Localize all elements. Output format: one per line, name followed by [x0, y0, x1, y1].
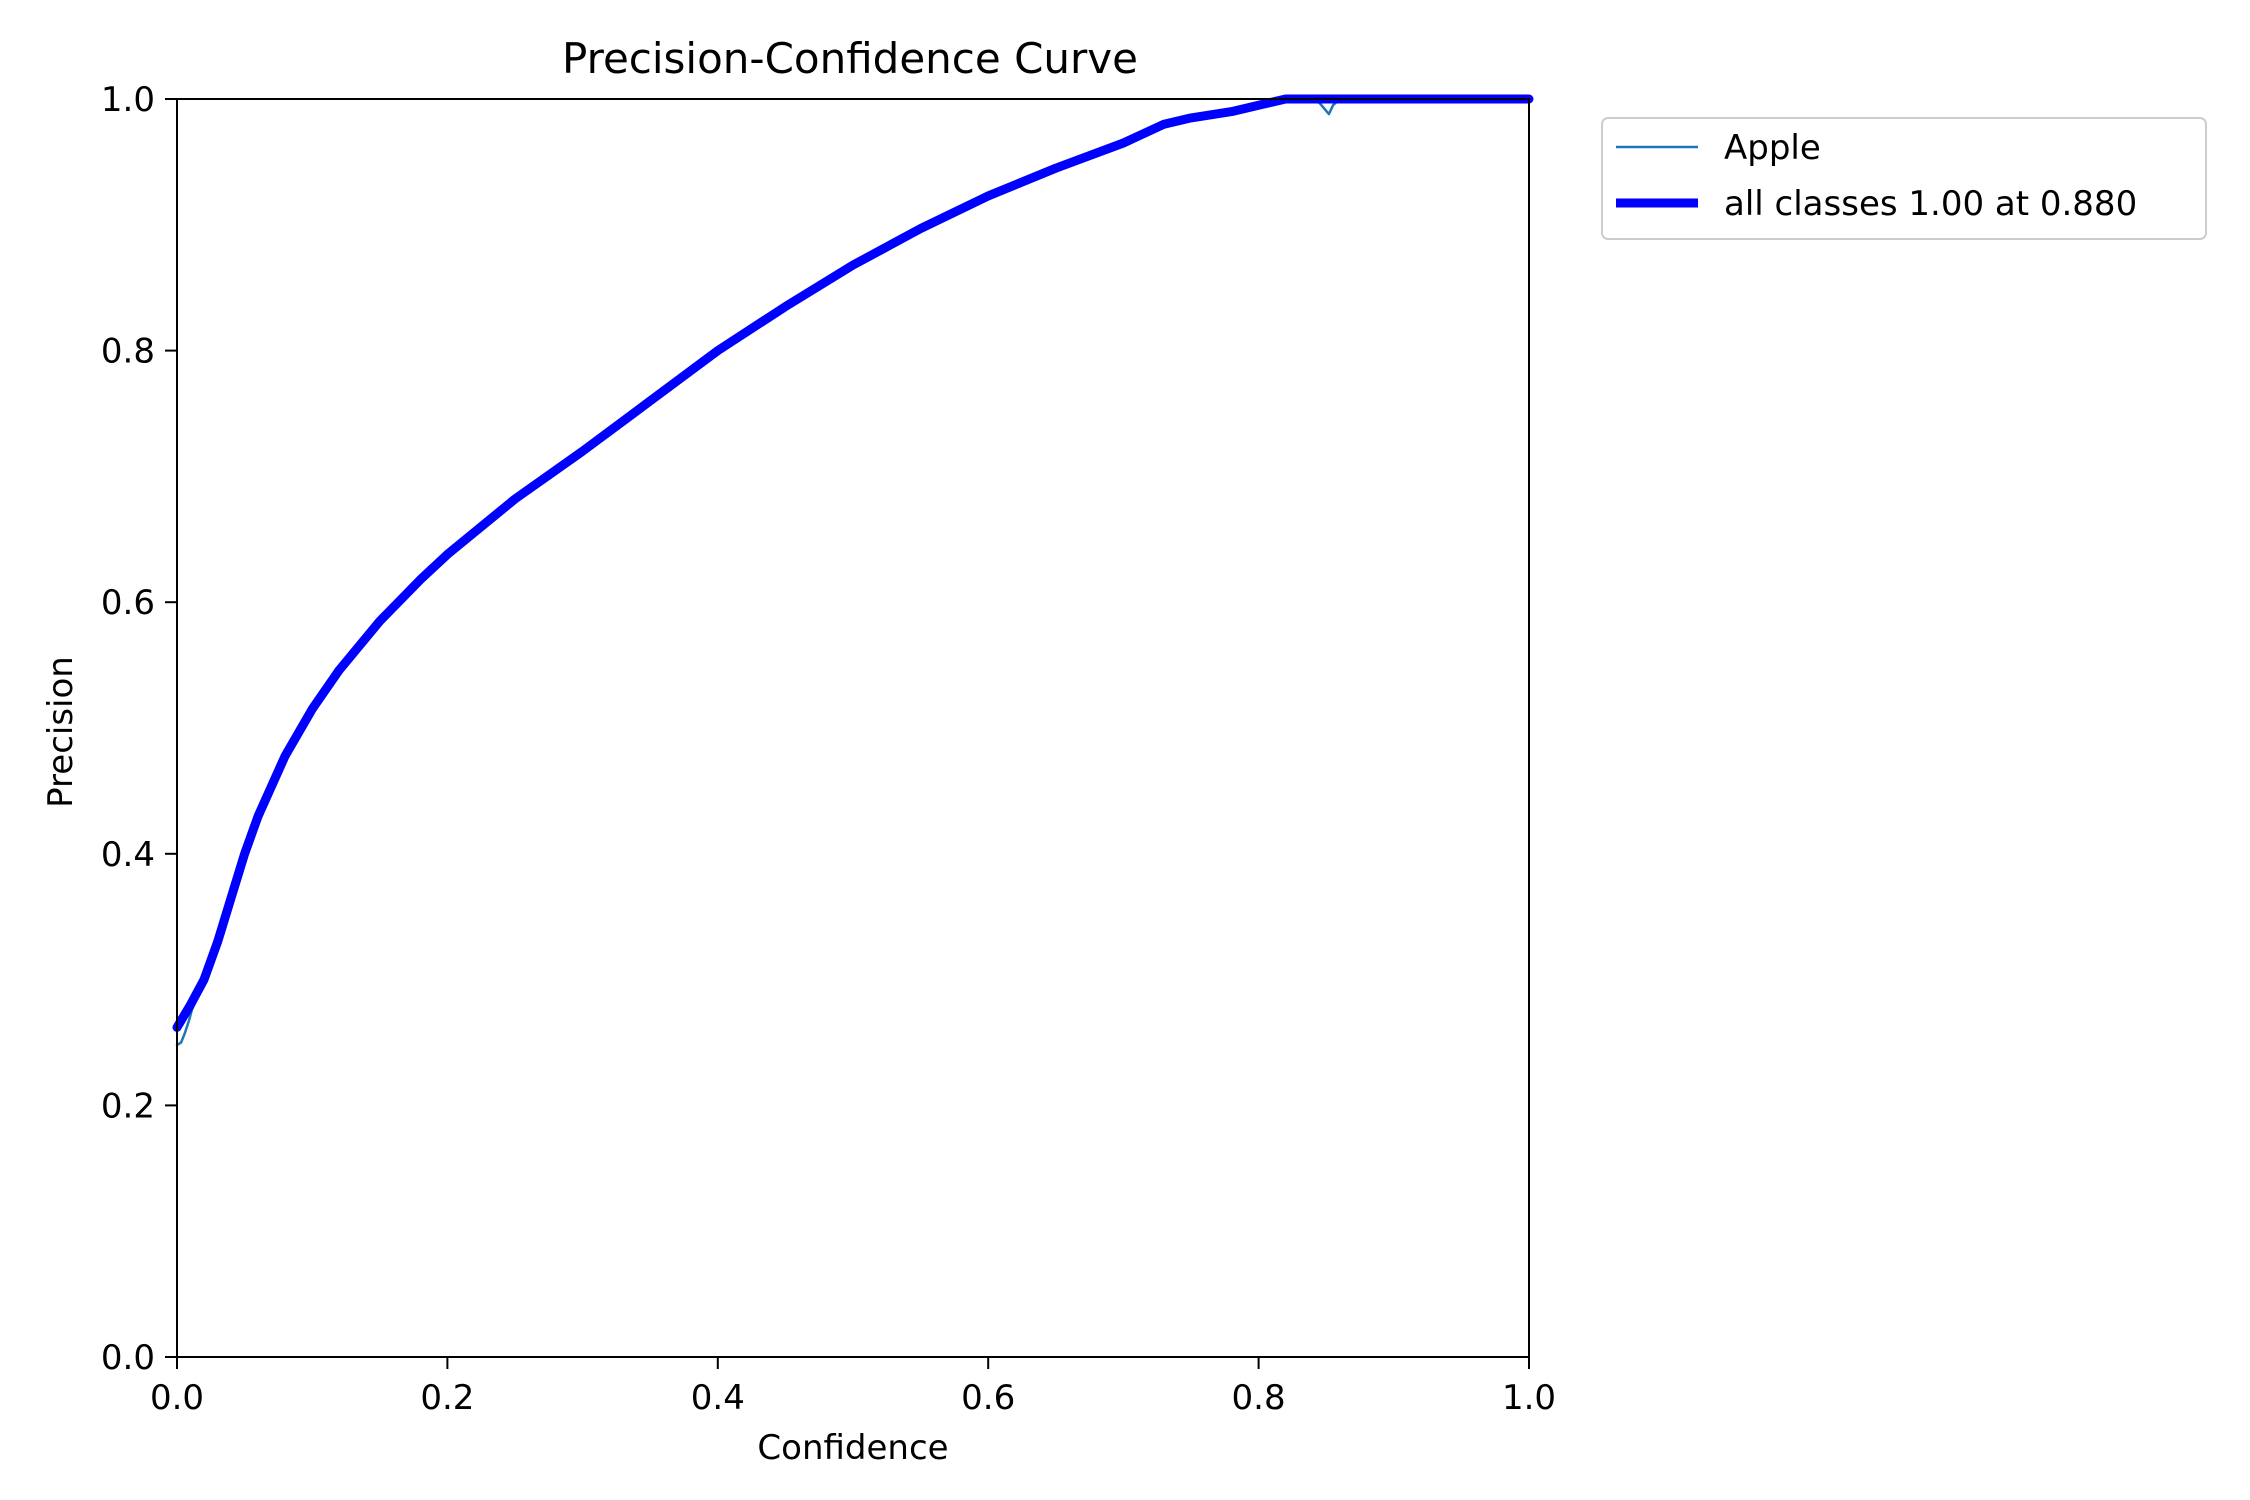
legend: Apple all classes 1.00 at 0.880 — [1601, 117, 2207, 240]
x-axis-label: Confidence — [757, 1428, 948, 1468]
plot-frame — [176, 98, 1530, 1358]
y-tick-label: 1.0 — [101, 80, 155, 120]
legend-box — [1601, 117, 2207, 240]
y-tick-label: 0.0 — [101, 1338, 155, 1378]
y-tick-label: 0.2 — [101, 1086, 155, 1126]
legend-label-apple: Apple — [1724, 128, 1821, 168]
x-axis-ticks: 0.0 0.2 0.4 0.6 0.8 1.0 — [150, 1357, 1556, 1418]
y-tick-label: 0.6 — [101, 583, 155, 623]
y-tick-label: 0.8 — [101, 332, 155, 372]
y-axis-label: Precision — [41, 656, 81, 808]
legend-label-all-classes: all classes 1.00 at 0.880 — [1724, 184, 2137, 224]
x-tick-label: 0.6 — [961, 1378, 1015, 1418]
x-tick-label: 0.8 — [1232, 1378, 1286, 1418]
x-tick-label: 0.2 — [420, 1378, 474, 1418]
x-tick-label: 0.4 — [691, 1378, 745, 1418]
y-tick-label: 0.4 — [101, 835, 155, 875]
y-axis-ticks: 0.0 0.2 0.4 0.6 0.8 1.0 — [101, 80, 177, 1378]
x-tick-label: 1.0 — [1502, 1378, 1556, 1418]
x-tick-label: 0.0 — [150, 1378, 204, 1418]
chart-title: Precision-Confidence Curve — [562, 34, 1138, 83]
